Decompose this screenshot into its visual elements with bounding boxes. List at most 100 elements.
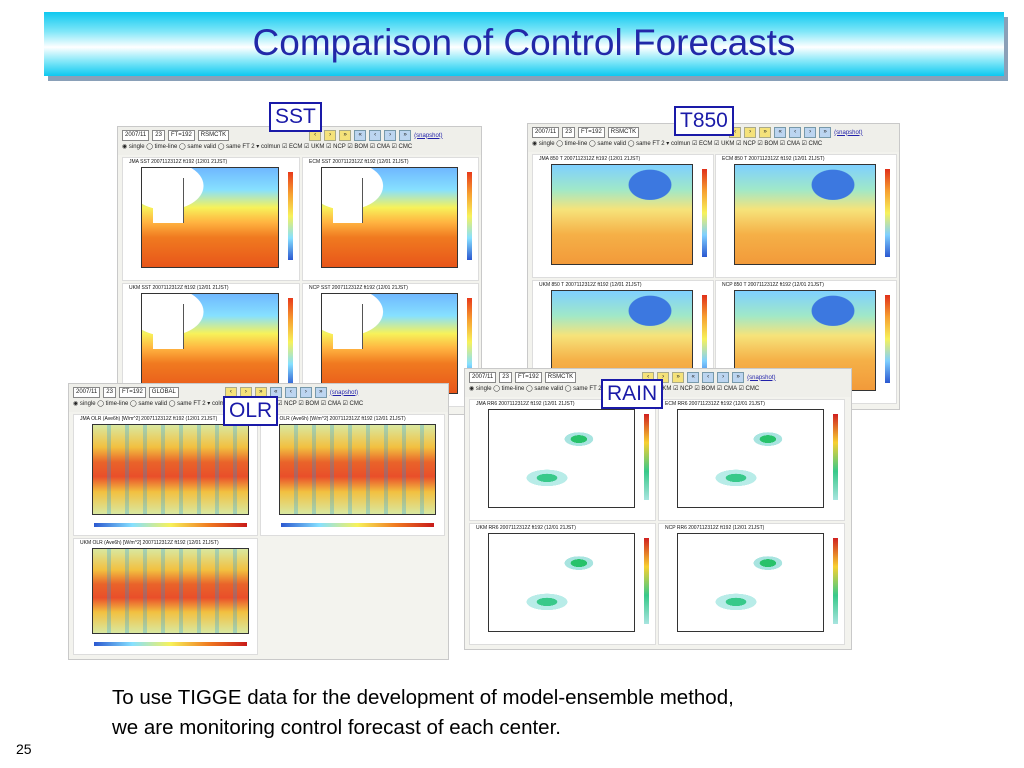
day-select[interactable]: 23 [103, 387, 116, 398]
rain-label: RAIN [601, 379, 664, 409]
map-plot [279, 424, 436, 515]
color-bar [467, 298, 472, 386]
snapshot-link[interactable]: (snapshot) [834, 129, 863, 136]
mode-row[interactable]: ◉ single ◯ time-line ◯ same valid ◯ same… [532, 141, 823, 147]
color-bar [644, 538, 649, 624]
map-caption: JMA 850 T 2007112312Z ft192 (12/01 21JST… [539, 156, 641, 162]
next-ft-button[interactable]: › [804, 127, 817, 138]
snapshot-link[interactable]: (snapshot) [329, 389, 359, 396]
snapshot-link[interactable]: (snapshot) [747, 374, 776, 381]
prev-ft-button[interactable]: ‹ [702, 372, 715, 383]
rain-maps: JMA RR6 2007112312Z ft192 (12/01 21JST) … [469, 399, 847, 645]
map-plot [551, 164, 693, 265]
ft-select[interactable]: FT=192 [167, 130, 195, 141]
t850-panel: 2007/11 23 FT=192 RSMCTK ‹ › » « ‹ › » (… [527, 123, 900, 410]
map-caption: NCP SST 2007112312Z ft192 (12/01 21JST) [309, 285, 408, 291]
last-ft-button[interactable]: » [399, 130, 412, 141]
snapshot-link[interactable]: (snapshot) [414, 132, 443, 139]
region-select[interactable]: GLOBAL [148, 387, 179, 398]
map-plot [92, 424, 249, 515]
map-panel: ECM OLR (Ave6h) [W/m^2] 2007112312Z ft19… [260, 414, 445, 536]
mode-row[interactable]: ◉ single ◯ time-line ◯ same valid ◯ same… [73, 401, 364, 407]
olr-label: OLR [223, 396, 279, 426]
map-caption: JMA SST 2007112312Z ft192 (12/01 21JST) [129, 159, 228, 165]
map-plot [488, 533, 635, 632]
sst-panel: 2007/11 23 FT=192 RSMCTK ‹ › » « ‹ › » (… [117, 126, 482, 415]
footer-line-1: To use TIGGE data for the development of… [112, 686, 734, 709]
prev-ft-button[interactable]: ‹ [369, 130, 382, 141]
color-bar [94, 523, 247, 527]
map-panel: ECM 850 T 2007112312Z ft192 (12/01 21JST… [715, 154, 897, 278]
region-select[interactable]: RSMCTK [544, 372, 577, 383]
region-select[interactable]: RSMCTK [607, 127, 640, 138]
olr-maps: JMA OLR (Ave6h) [W/m^2] 2007112312Z ft19… [73, 414, 445, 655]
prev-ft-button[interactable]: ‹ [284, 387, 297, 398]
olr-panel: 2007/11 23 FT=192 GLOBAL ‹ › » « ‹ › » (… [68, 383, 449, 660]
next-ft-button[interactable]: › [384, 130, 397, 141]
map-plot [677, 533, 824, 632]
last-ft-button[interactable]: » [732, 372, 745, 383]
map-plot [488, 409, 635, 508]
day-select[interactable]: 23 [562, 127, 575, 138]
color-bar [288, 298, 293, 386]
next-ft-button[interactable]: › [717, 372, 730, 383]
map-panel: NCP RR6 2007112312Z ft192 (12/01 21JST) [658, 523, 845, 645]
prev-ft-button[interactable]: ‹ [789, 127, 802, 138]
map-caption: NCP RR6 2007112312Z ft192 (12/01 21JST) [665, 525, 765, 531]
map-plot [321, 167, 458, 268]
ft-select[interactable]: FT=192 [118, 387, 146, 398]
last-ft-button[interactable]: » [819, 127, 832, 138]
rain-panel: 2007/11 23 FT=192 RSMCTK ‹ › » « ‹ › » (… [464, 368, 852, 650]
map-plot [141, 293, 279, 394]
map-panel: ECM RR6 2007112312Z ft192 (12/01 21JST) [658, 399, 845, 521]
map-plot [321, 293, 458, 394]
last-button[interactable]: » [672, 372, 685, 383]
first-ft-button[interactable]: « [354, 130, 367, 141]
map-plot [677, 409, 824, 508]
ft-select[interactable]: FT=192 [514, 372, 542, 383]
color-bar [644, 414, 649, 500]
day-select[interactable]: 23 [152, 130, 165, 141]
next-button[interactable]: › [324, 130, 337, 141]
day-select[interactable]: 23 [499, 372, 512, 383]
footer-line-2: we are monitoring control forecast of ea… [112, 716, 561, 739]
land-mask [152, 177, 184, 224]
ft-select[interactable]: FT=192 [577, 127, 605, 138]
mode-row[interactable]: ◉ single ◯ time-line ◯ same valid ◯ same… [122, 144, 413, 150]
sst-label: SST [269, 102, 322, 132]
date-select[interactable]: 2007/11 [532, 127, 560, 138]
map-caption: ECM RR6 2007112312Z ft192 (12/01 21JST) [665, 401, 765, 407]
land-mask [152, 303, 184, 350]
map-caption: ECM SST 2007112312Z ft192 (12/01 21JST) [309, 159, 409, 165]
color-bar [885, 169, 890, 257]
first-ft-button[interactable]: « [774, 127, 787, 138]
map-panel: JMA SST 2007112312Z ft192 (12/01 21JST) [122, 157, 300, 281]
date-select[interactable]: 2007/11 [122, 130, 150, 141]
first-ft-button[interactable]: « [687, 372, 700, 383]
next-button[interactable]: › [744, 127, 757, 138]
map-caption: JMA RR6 2007112312Z ft192 (12/01 21JST) [476, 401, 575, 407]
date-select[interactable]: 2007/11 [73, 387, 101, 398]
map-plot [92, 548, 249, 634]
color-bar [281, 523, 434, 527]
sst-maps: JMA SST 2007112312Z ft192 (12/01 21JST) … [122, 157, 479, 410]
map-plot [141, 167, 279, 268]
next-ft-button[interactable]: › [299, 387, 312, 398]
page-number: 25 [16, 741, 32, 757]
color-bar [702, 295, 707, 383]
map-plot [734, 164, 876, 265]
region-select[interactable]: RSMCTK [197, 130, 230, 141]
title-bar: Comparison of Control Forecasts [44, 12, 1004, 76]
color-bar [833, 414, 838, 500]
map-panel: JMA RR6 2007112312Z ft192 (12/01 21JST) [469, 399, 656, 521]
last-button[interactable]: » [339, 130, 352, 141]
map-panel: UKM OLR (Ave6h) [W/m^2] 2007112312Z ft19… [73, 538, 258, 655]
map-caption: UKM RR6 2007112312Z ft192 (12/01 21JST) [476, 525, 576, 531]
last-button[interactable]: » [759, 127, 772, 138]
slide-title: Comparison of Control Forecasts [252, 22, 796, 63]
color-bar [288, 172, 293, 260]
date-select[interactable]: 2007/11 [469, 372, 497, 383]
map-panel: ECM SST 2007112312Z ft192 (12/01 21JST) [302, 157, 479, 281]
footer-text: To use TIGGE data for the development of… [112, 683, 734, 743]
last-ft-button[interactable]: » [314, 387, 327, 398]
